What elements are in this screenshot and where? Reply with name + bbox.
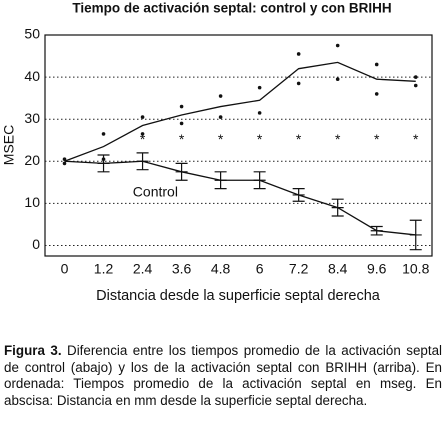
- significance-mark: *: [335, 131, 341, 147]
- error-bar: [214, 171, 227, 190]
- error-bar: [409, 219, 422, 251]
- error-dot: [62, 157, 67, 161]
- error-dot: [218, 115, 223, 119]
- annotation: Control: [133, 184, 178, 200]
- y-tick-label: 50: [24, 26, 40, 42]
- error-bar: [97, 154, 110, 173]
- significance-mark: *: [296, 131, 302, 147]
- x-tick-label: 2.4: [133, 261, 153, 277]
- chart: Tiempo de activación septal: control y c…: [1, 1, 433, 304]
- error-bar: [292, 188, 305, 202]
- error-dot: [257, 111, 262, 115]
- x-tick-label: 7.2: [289, 261, 309, 277]
- x-tick-label: 6: [256, 261, 264, 277]
- significance-mark: *: [179, 131, 185, 147]
- chart-title: Tiempo de activación septal: control y c…: [72, 1, 391, 16]
- y-tick-label: 30: [24, 110, 40, 126]
- error-dot: [62, 161, 67, 166]
- error-dot: [257, 85, 262, 90]
- x-tick-label: 3.6: [172, 261, 192, 277]
- x-tick-label: 0: [61, 261, 69, 277]
- error-dot: [335, 43, 340, 48]
- error-bar: [136, 152, 149, 171]
- plot-frame: [44, 34, 433, 257]
- caption: Figura 3. Diferencia entre los tiempos p…: [4, 343, 442, 409]
- series-line: [64, 160, 416, 236]
- significance-mark: *: [413, 131, 419, 147]
- significance-mark: *: [140, 131, 146, 147]
- series-line: [64, 61, 416, 162]
- error-dot: [140, 132, 145, 136]
- error-dot: [140, 115, 145, 119]
- y-tick-label: 10: [24, 194, 40, 210]
- error-dot: [374, 92, 379, 96]
- y-axis-label: MSEC: [1, 125, 17, 165]
- error-dot: [296, 81, 301, 86]
- error-dot: [413, 75, 418, 79]
- error-dot: [413, 83, 418, 88]
- error-bar: [175, 162, 188, 181]
- significance-mark: *: [257, 131, 263, 147]
- error-dot: [335, 77, 340, 81]
- caption-text: Diferencia entre los tiempos promedio de…: [4, 343, 442, 408]
- y-tick-label: 40: [24, 68, 40, 84]
- x-axis-label: Distancia desde la superficie septal der…: [96, 288, 381, 304]
- error-bar: [253, 171, 266, 190]
- error-dot: [218, 94, 223, 98]
- y-tick-label: 0: [32, 236, 40, 252]
- x-tick-label: 4.8: [211, 261, 231, 277]
- error-bar: [331, 198, 344, 217]
- error-dot: [101, 132, 106, 136]
- x-tick-label: 1.2: [94, 261, 114, 277]
- x-tick-label: 10.8: [402, 261, 429, 277]
- caption-label: Figura 3.: [4, 343, 62, 358]
- error-dot: [179, 121, 184, 126]
- significance-mark: *: [218, 131, 224, 147]
- x-tick-label: 9.6: [367, 261, 387, 277]
- y-tick-label: 20: [24, 152, 40, 168]
- x-tick-label: 8.4: [328, 261, 348, 277]
- significance-mark: *: [374, 131, 380, 147]
- error-bar: [370, 225, 383, 236]
- error-dot: [374, 62, 379, 67]
- error-dot: [179, 104, 184, 109]
- error-dot: [296, 52, 301, 56]
